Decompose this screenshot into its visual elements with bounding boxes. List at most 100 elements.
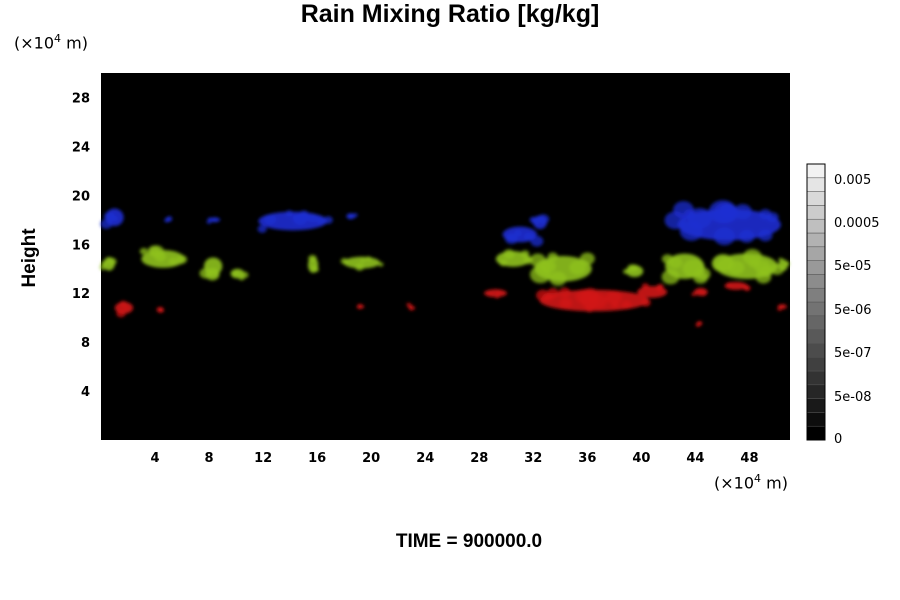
feature-blob bbox=[232, 270, 240, 277]
y-unit-exponent: 4 bbox=[54, 32, 62, 45]
feature-upper-7 bbox=[664, 200, 781, 246]
colorbar-level bbox=[806, 287, 826, 303]
feature-blob bbox=[558, 287, 571, 298]
x-tick-label: 8 bbox=[205, 451, 214, 466]
feature-blob bbox=[547, 252, 558, 262]
y-unit-prefix: (×10 bbox=[14, 33, 55, 53]
colorbar-level bbox=[806, 356, 826, 372]
x-tick-label: 44 bbox=[686, 451, 704, 466]
colorbar-label: 0 bbox=[834, 432, 842, 447]
feature-blob bbox=[378, 262, 384, 267]
colorbar-level bbox=[806, 232, 826, 248]
y-tick-label: 4 bbox=[81, 385, 90, 400]
feature-lower-28 bbox=[724, 281, 751, 292]
feature-blob bbox=[360, 258, 366, 263]
feature-blob bbox=[323, 216, 333, 224]
feature-blob bbox=[410, 306, 416, 311]
feature-blob bbox=[726, 282, 732, 287]
feature-blob bbox=[668, 256, 683, 269]
x-tick-label: 16 bbox=[308, 451, 326, 466]
feature-blob bbox=[544, 292, 554, 301]
feature-upper-2 bbox=[206, 217, 221, 224]
feature-middle-9 bbox=[139, 245, 188, 268]
colorbar-level bbox=[806, 425, 826, 441]
feature-blob bbox=[691, 292, 697, 297]
colorbar-label: 0.0005 bbox=[834, 216, 880, 231]
feature-blob bbox=[523, 232, 535, 242]
feature-middle-17 bbox=[661, 253, 711, 285]
feature-blob bbox=[355, 263, 364, 271]
colorbar-frame bbox=[806, 163, 826, 441]
feature-blob bbox=[621, 300, 632, 310]
feature-blob bbox=[406, 302, 412, 307]
y-tick-labels: 4 8 12 16 20 24 28 bbox=[72, 91, 90, 400]
feature-blob bbox=[307, 213, 318, 223]
feature-lower-20 bbox=[114, 300, 134, 318]
colorbar-level bbox=[806, 301, 826, 317]
feature-blob bbox=[529, 265, 551, 284]
x-tick-label: 4 bbox=[151, 451, 160, 466]
x-axis-unit: (×104 m) bbox=[714, 472, 788, 492]
feature-blob bbox=[299, 210, 309, 219]
feature-blob bbox=[530, 235, 544, 247]
feature-lower-25 bbox=[536, 287, 651, 313]
feature-blob bbox=[778, 257, 784, 262]
feature-blob bbox=[579, 252, 595, 265]
x-unit-suffix: m) bbox=[761, 473, 788, 493]
feature-middle-19 bbox=[778, 257, 790, 271]
feature-blob bbox=[164, 218, 170, 223]
feature-blob bbox=[348, 213, 354, 218]
colorbar-level bbox=[806, 218, 826, 234]
feature-middle-11 bbox=[230, 268, 249, 281]
feature-lower-27 bbox=[691, 288, 708, 297]
feature-blob bbox=[784, 261, 790, 266]
colorbar-level bbox=[806, 384, 826, 399]
time-label: TIME = 900000.0 bbox=[395, 531, 543, 552]
feature-blob bbox=[308, 254, 317, 263]
colorbar-level bbox=[806, 177, 826, 192]
y-tick-label: 16 bbox=[72, 238, 90, 253]
feature-middle-14 bbox=[495, 249, 533, 267]
feature-blob bbox=[733, 204, 752, 220]
feature-upper-4 bbox=[346, 213, 358, 220]
colorbar-level bbox=[806, 274, 826, 289]
feature-blob bbox=[103, 211, 116, 221]
feature-lower-24 bbox=[484, 289, 507, 299]
feature-upper-3 bbox=[257, 210, 333, 233]
colorbar-label: 5e-07 bbox=[834, 346, 872, 361]
feature-blob bbox=[748, 258, 760, 268]
y-unit-suffix: m) bbox=[61, 33, 88, 53]
feature-blob bbox=[159, 308, 165, 313]
feature-blob bbox=[738, 229, 755, 243]
feature-upper-1 bbox=[164, 216, 173, 223]
x-unit-prefix: (×10 bbox=[714, 473, 755, 493]
feature-blob bbox=[713, 227, 736, 246]
colorbar-label: 5e-05 bbox=[834, 259, 872, 274]
colorbar-label: 5e-06 bbox=[834, 303, 872, 318]
x-tick-label: 40 bbox=[632, 451, 650, 466]
colorbar-level bbox=[806, 412, 826, 427]
feature-upper-0 bbox=[100, 208, 124, 229]
colorbar-level bbox=[806, 260, 826, 275]
feature-blob bbox=[205, 268, 220, 281]
feature-upper-6 bbox=[529, 214, 550, 230]
colorbar bbox=[806, 163, 826, 441]
feature-blob bbox=[357, 303, 363, 308]
feature-lower-22 bbox=[356, 303, 365, 310]
feature-middle-12 bbox=[307, 254, 319, 273]
feature-blob bbox=[537, 214, 550, 224]
feature-middle-10 bbox=[199, 257, 223, 281]
feature-blob bbox=[488, 292, 494, 297]
feature-lower-26 bbox=[637, 283, 668, 298]
feature-blob bbox=[697, 321, 703, 326]
chart-title: Rain Mixing Ratio [kg/kg] bbox=[300, 0, 600, 28]
y-tick-label: 24 bbox=[72, 140, 90, 155]
feature-blob bbox=[123, 306, 129, 311]
feature-lower-30 bbox=[777, 304, 787, 311]
colorbar-level bbox=[806, 163, 826, 179]
feature-blob bbox=[499, 259, 508, 267]
colorbar-level bbox=[806, 315, 826, 330]
feature-blob bbox=[312, 266, 319, 273]
feature-blob bbox=[682, 259, 706, 278]
